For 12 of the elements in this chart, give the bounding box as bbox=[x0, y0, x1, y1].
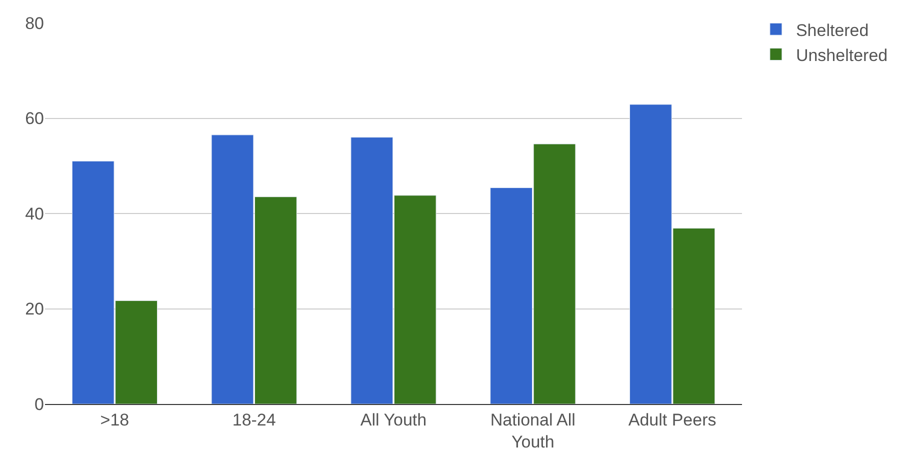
x-tick-label: National All Youth bbox=[490, 410, 576, 452]
x-tick-label: >18 bbox=[100, 410, 130, 430]
legend-label: Unsheltered bbox=[796, 46, 888, 65]
y-tick-label: 80 bbox=[25, 14, 44, 33]
x-tick-label: Adult Peers bbox=[628, 410, 716, 430]
y-tick-label: 40 bbox=[25, 204, 44, 224]
legend-label: Sheltered bbox=[796, 20, 869, 40]
y-tick-label: 0 bbox=[34, 394, 44, 414]
y-tick-label: 60 bbox=[25, 109, 44, 128]
x-tick-label: 18-24 bbox=[232, 410, 276, 430]
y-tick-label: 20 bbox=[25, 300, 44, 319]
x-tick-label: All Youth bbox=[360, 410, 427, 430]
